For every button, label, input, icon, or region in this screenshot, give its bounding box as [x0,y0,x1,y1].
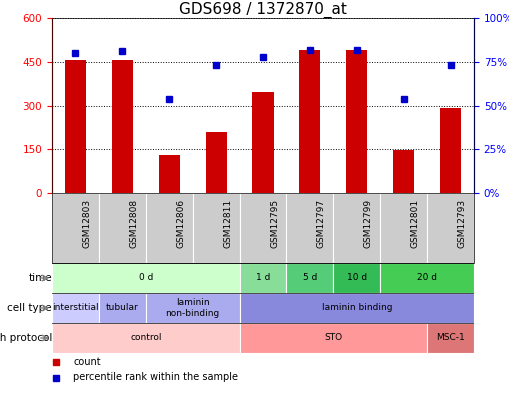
Bar [380,193,426,263]
Text: 0 d: 0 d [138,273,153,283]
Text: GSM12808: GSM12808 [129,198,138,248]
Bar [439,109,460,193]
Text: GSM12803: GSM12803 [82,198,91,248]
Bar [426,193,473,263]
Bar [286,193,333,263]
Text: cell type: cell type [7,303,52,313]
Text: GSM12811: GSM12811 [223,198,232,248]
Bar [392,150,413,193]
Bar [52,193,99,263]
Bar [52,293,99,323]
Text: GSM12795: GSM12795 [269,198,278,248]
Bar [380,263,473,293]
Text: laminin binding: laminin binding [321,303,391,313]
Text: laminin
non-binding: laminin non-binding [165,298,219,318]
Bar [99,293,146,323]
Text: count: count [73,357,101,367]
Bar [333,193,380,263]
Bar [205,132,226,193]
Bar [146,193,192,263]
Text: growth protocol: growth protocol [0,333,52,343]
Bar [192,193,239,263]
Bar [99,193,146,263]
Bar [252,92,273,193]
Text: time: time [29,273,52,283]
Bar [239,323,426,353]
Bar [52,263,239,293]
Text: 5 d: 5 d [302,273,317,283]
Text: GSM12797: GSM12797 [316,198,325,248]
Text: 20 d: 20 d [416,273,436,283]
Bar [65,60,86,193]
Text: MSC-1: MSC-1 [435,333,464,343]
Bar [146,293,239,323]
Text: interstitial: interstitial [52,303,99,313]
Bar [286,263,333,293]
Text: tubular: tubular [106,303,138,313]
Bar [111,60,133,193]
Text: GSM12799: GSM12799 [363,198,372,248]
Text: STO: STO [324,333,342,343]
Title: GDS698 / 1372870_at: GDS698 / 1372870_at [179,2,346,18]
Bar [346,50,366,193]
Bar [299,50,320,193]
Bar [239,193,286,263]
Text: GSM12801: GSM12801 [410,198,419,248]
Text: 10 d: 10 d [346,273,366,283]
Text: percentile rank within the sample: percentile rank within the sample [73,373,238,382]
Text: 1 d: 1 d [256,273,270,283]
Bar [239,293,473,323]
Bar [333,263,380,293]
Bar [239,263,286,293]
Bar [158,154,179,193]
Text: GSM12793: GSM12793 [457,198,466,248]
Bar [426,323,473,353]
Text: GSM12806: GSM12806 [176,198,185,248]
Text: control: control [130,333,161,343]
Bar [52,323,239,353]
